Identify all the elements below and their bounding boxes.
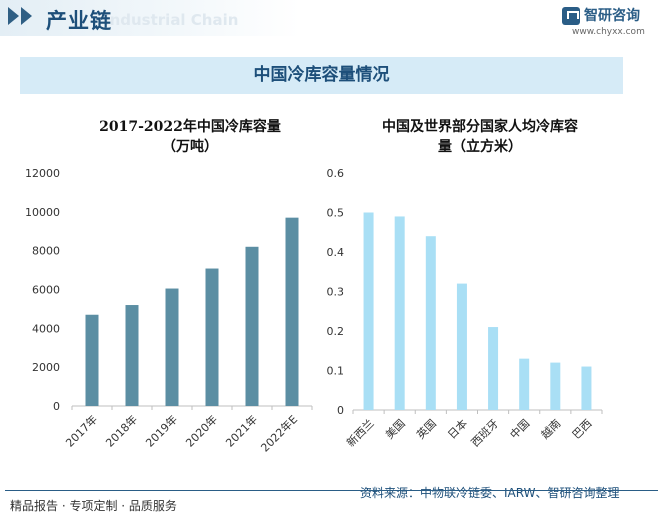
right-chart-y-tick-label: 0 [337, 404, 344, 417]
left-chart-title-line1: 2017-2022年中国冷库容量 [99, 119, 281, 135]
left-chart-y-tick-label: 10000 [25, 206, 60, 219]
header: Industrial Chain 产业链 智研咨询 www.chyxx.com [0, 0, 663, 40]
left-chart-bar [125, 305, 139, 406]
left-chart-title-line2: （万吨） [162, 139, 218, 155]
right-chart-x-tick-label: 新西兰 [343, 416, 376, 449]
right-chart-bar [581, 366, 592, 410]
header-subtitle: Industrial Chain [104, 11, 239, 29]
right-chart-bar [488, 327, 499, 410]
right-chart-bar [519, 358, 530, 410]
right-chart-y-tick-label: 0.1 [327, 365, 345, 378]
right-chart-y-tick-label: 0.6 [327, 167, 345, 180]
chevron-right-icon [8, 7, 19, 25]
right-chart-x-tick-label: 英国 [413, 416, 438, 441]
right-chart-bar [456, 283, 467, 410]
right-chart-y-tick-label: 0.3 [327, 286, 345, 299]
section-title: 中国冷库容量情况 [253, 65, 390, 85]
right-chart-y-tick-label: 0.2 [327, 325, 345, 338]
right-chart-bar [550, 362, 561, 410]
logo-name: 智研咨询 [584, 8, 640, 24]
left-chart-y-tick-label: 6000 [32, 284, 60, 297]
left-chart-y-tick-label: 4000 [32, 322, 60, 335]
right-chart-x-tick-label: 日本 [445, 416, 470, 441]
left-chart-y-tick-label: 2000 [32, 361, 60, 374]
left-chart-y-tick-label: 12000 [25, 167, 60, 180]
left-chart-bar [245, 246, 259, 406]
right-chart-title: 中国及世界部分国家人均冷库容 量（立方米） [340, 117, 620, 157]
left-chart-bar [85, 314, 99, 406]
right-chart-bar [425, 236, 436, 410]
right-chart-x-tick-label: 越南 [538, 416, 563, 441]
section-banner: 中国冷库容量情况 [20, 57, 623, 94]
left-chart-title: 2017-2022年中国冷库容量 （万吨） [55, 117, 325, 157]
footer-divider [5, 490, 658, 491]
logo-icon [562, 7, 580, 25]
right-chart-bar [394, 216, 405, 410]
right-chart-title-line2: 量（立方米） [438, 139, 522, 155]
footer-slogan: 精品报告 · 专项定制 · 品质服务 [10, 499, 177, 513]
right-chart-title-line1: 中国及世界部分国家人均冷库容 [382, 119, 578, 135]
right-chart-y-tick-label: 0.4 [327, 246, 345, 259]
header-title: 产业链 [46, 9, 112, 33]
right-chart-x-tick-label: 西班牙 [469, 417, 502, 450]
left-chart-bar [205, 268, 219, 406]
right-chart-x-tick-label: 美国 [383, 417, 408, 442]
left-chart-bar [165, 288, 179, 406]
left-chart-y-tick-label: 8000 [32, 245, 60, 258]
right-chart-y-tick-label: 0.5 [327, 207, 345, 220]
logo-url: www.chyxx.com [572, 27, 645, 37]
right-chart-x-tick-label: 中国 [508, 417, 533, 442]
right-chart-bar [363, 212, 374, 410]
source-note: 资料来源：中物联冷链委、IARW、智研咨询整理 [360, 486, 620, 500]
left-chart-y-tick-label: 0 [53, 400, 60, 413]
right-chart-x-tick-label: 巴西 [570, 417, 595, 442]
chevron-right-icon [21, 7, 32, 25]
header-background [0, 0, 300, 36]
left-chart-bar [285, 217, 299, 406]
